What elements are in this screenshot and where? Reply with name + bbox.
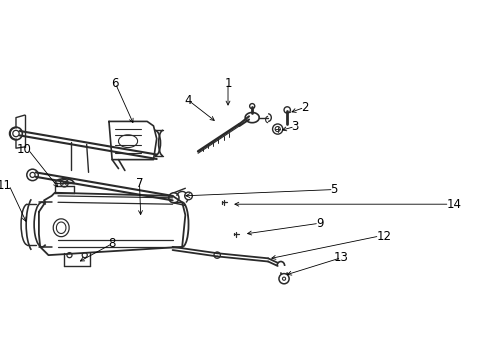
Text: 14: 14	[446, 198, 461, 211]
Text: 3: 3	[290, 120, 298, 133]
Circle shape	[27, 169, 38, 181]
Text: 4: 4	[184, 94, 191, 107]
Circle shape	[10, 127, 22, 140]
Text: 7: 7	[136, 177, 143, 190]
Circle shape	[249, 104, 254, 109]
Circle shape	[61, 179, 68, 187]
Circle shape	[168, 193, 179, 203]
Circle shape	[82, 253, 87, 258]
Text: 13: 13	[333, 251, 348, 264]
Text: 2: 2	[301, 101, 308, 114]
Text: 10: 10	[17, 143, 31, 156]
Circle shape	[67, 253, 72, 258]
Circle shape	[184, 192, 192, 200]
Circle shape	[272, 124, 282, 134]
Text: 11: 11	[0, 179, 12, 192]
Circle shape	[214, 252, 220, 258]
Text: 9: 9	[315, 217, 323, 230]
Text: 1: 1	[224, 77, 231, 90]
Circle shape	[275, 126, 280, 132]
Text: 5: 5	[330, 183, 337, 196]
Text: 8: 8	[108, 237, 116, 250]
Text: 12: 12	[376, 230, 390, 243]
Text: 6: 6	[111, 77, 119, 90]
Circle shape	[278, 274, 288, 284]
Circle shape	[13, 130, 19, 137]
Circle shape	[284, 107, 290, 113]
Circle shape	[30, 172, 35, 177]
